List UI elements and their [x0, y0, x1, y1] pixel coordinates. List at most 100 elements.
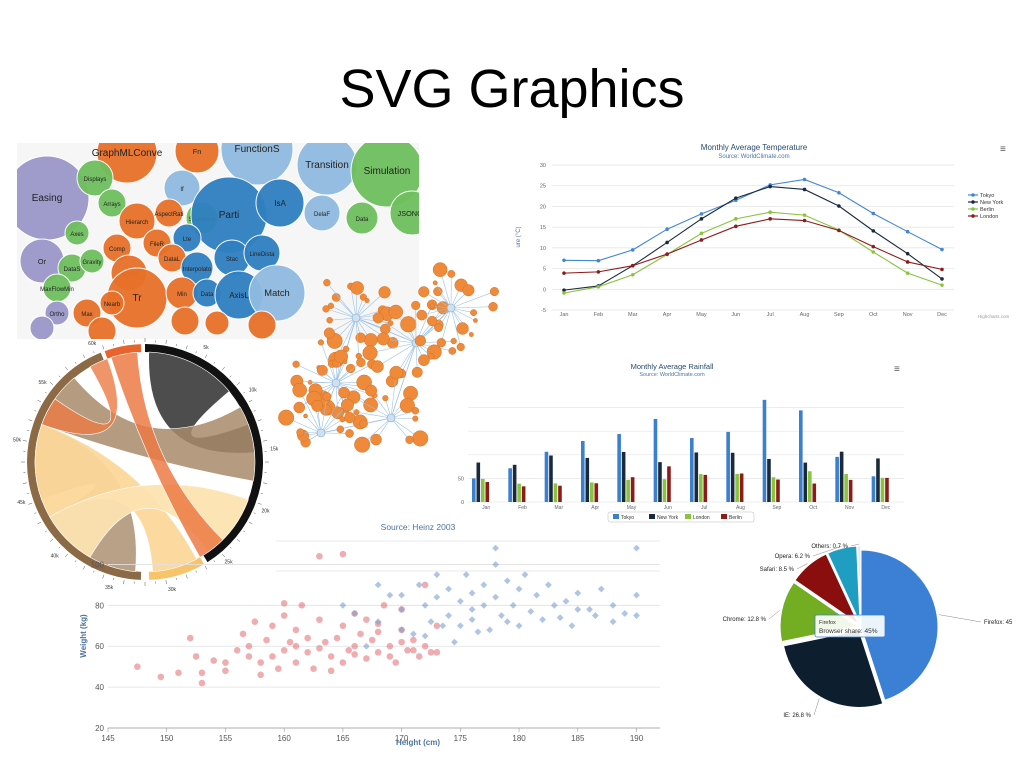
bar: [739, 473, 744, 502]
x-tick-label: Nov: [845, 505, 854, 511]
pie-slice-label: Firefox: 45 %: [984, 620, 1012, 626]
scatter-point: [433, 649, 441, 656]
legend-label: London: [980, 214, 998, 220]
tree-leaf-node: [326, 316, 333, 324]
chord-tick: [260, 430, 263, 432]
chord-tick: [236, 382, 241, 386]
tree-leaf-node: [339, 416, 346, 423]
scatter-point: [498, 612, 505, 619]
menu-icon[interactable]: ≡: [894, 364, 900, 375]
pie-label-connector: [938, 614, 982, 623]
scatter-point: [410, 636, 417, 644]
menu-icon[interactable]: ≡: [1000, 144, 1006, 155]
scatter-point: [351, 610, 359, 617]
data-point: [837, 204, 841, 208]
tree-edge: [450, 307, 476, 321]
data-point: [905, 271, 910, 275]
tree-leaf-node: [489, 287, 499, 297]
scatter-point: [410, 647, 417, 654]
x-tick-label: Oct: [869, 312, 878, 318]
scatter-point: [316, 552, 323, 560]
tree-leaf-node: [380, 323, 391, 335]
series-line: [563, 185, 943, 291]
bar: [844, 474, 848, 502]
scatter-point: [386, 591, 394, 599]
tree-edge: [296, 380, 337, 384]
tree-leaf-node: [418, 286, 430, 298]
tree-leaf-node: [376, 332, 390, 346]
scatter-point: [503, 618, 511, 626]
y-tick-label: 0: [461, 500, 464, 506]
chord-diagram: 0k5k10k15k20k25k30k35k40k45k50k55k60k: [13, 338, 278, 593]
data-point: [562, 288, 566, 292]
tree-leaf-node: [340, 398, 354, 412]
scatter-point: [386, 653, 394, 660]
scatter-point: [597, 585, 605, 593]
pie-slice: [794, 553, 860, 626]
chord-tick: [65, 366, 69, 371]
data-point: [596, 285, 601, 289]
data-point: [837, 190, 841, 195]
bar: [880, 477, 885, 502]
chord-tick: [248, 521, 253, 525]
legend-box: [607, 511, 755, 523]
scatter-point: [292, 642, 300, 650]
chord-tick-label: 50k: [13, 437, 22, 443]
scatter-point: [280, 599, 288, 607]
scatter-point: [316, 644, 323, 652]
tree-leaf-node: [345, 429, 354, 438]
bubble: [64, 220, 90, 246]
chord-tick: [22, 440, 27, 442]
chord-tick: [248, 399, 253, 403]
bubble: [44, 300, 70, 326]
data-point: [562, 291, 566, 295]
scatter-point: [433, 571, 441, 579]
scatter-point: [433, 622, 441, 630]
tree-leaf-node: [311, 400, 324, 412]
bubble-label: Easing: [32, 193, 63, 204]
legend-marker: [971, 207, 975, 211]
x-tick-label: 170: [395, 734, 409, 743]
chord-tick: [82, 565, 86, 570]
tree-leaf-node: [359, 419, 368, 429]
chord-tick: [58, 375, 61, 378]
tree-leaf-node: [344, 412, 356, 424]
chord-tick: [27, 430, 30, 432]
bar: [726, 431, 730, 502]
scatter-point: [210, 657, 218, 664]
y-axis-label: Weight (kg): [79, 614, 88, 658]
temperature-line-chart: Monthly Average Temperature Source: World…: [516, 143, 1010, 319]
scatter-point: [280, 647, 288, 654]
scatter-point: [339, 550, 347, 558]
credit-label: Highcharts.com: [978, 314, 1010, 319]
tree-leaf-node: [296, 428, 305, 437]
scatter-point: [574, 589, 582, 597]
scatter-point: [633, 544, 640, 552]
tree-leaf-node: [336, 425, 345, 434]
chart-title: Monthly Average Rainfall: [631, 362, 714, 371]
scatter-point: [492, 544, 499, 552]
scatter-point: [480, 601, 488, 609]
tree-edge: [390, 417, 410, 441]
tree-leaf-node: [411, 407, 420, 415]
bubble-label: Nearb: [104, 302, 121, 308]
tree-leaf-node: [350, 281, 364, 295]
pie-slice-label: Opera: 6.2 %: [775, 554, 811, 560]
bubble: [118, 202, 156, 240]
bar: [848, 479, 853, 502]
bubble-label: Arrays: [103, 202, 120, 208]
scatter-chart-panel: Source: Heinz 2003 20 40 60 80 100 145 150 155 16…: [76, 519, 670, 750]
chord-tick: [185, 574, 188, 579]
bubble: [204, 310, 230, 336]
chord-tick: [34, 410, 37, 412]
x-tick-label: May: [627, 505, 637, 511]
bar: [558, 485, 562, 502]
scatter-point: [568, 622, 576, 630]
tree-edge: [335, 363, 373, 384]
chord-tick-label: 35k: [105, 585, 114, 591]
tooltip-title: Firefox: [819, 620, 836, 626]
tree-edge: [320, 392, 345, 434]
bubble-label: AspectRati: [154, 212, 183, 218]
bubble-label: GraphMLConve: [92, 148, 163, 159]
bubble-label: If: [180, 187, 184, 193]
